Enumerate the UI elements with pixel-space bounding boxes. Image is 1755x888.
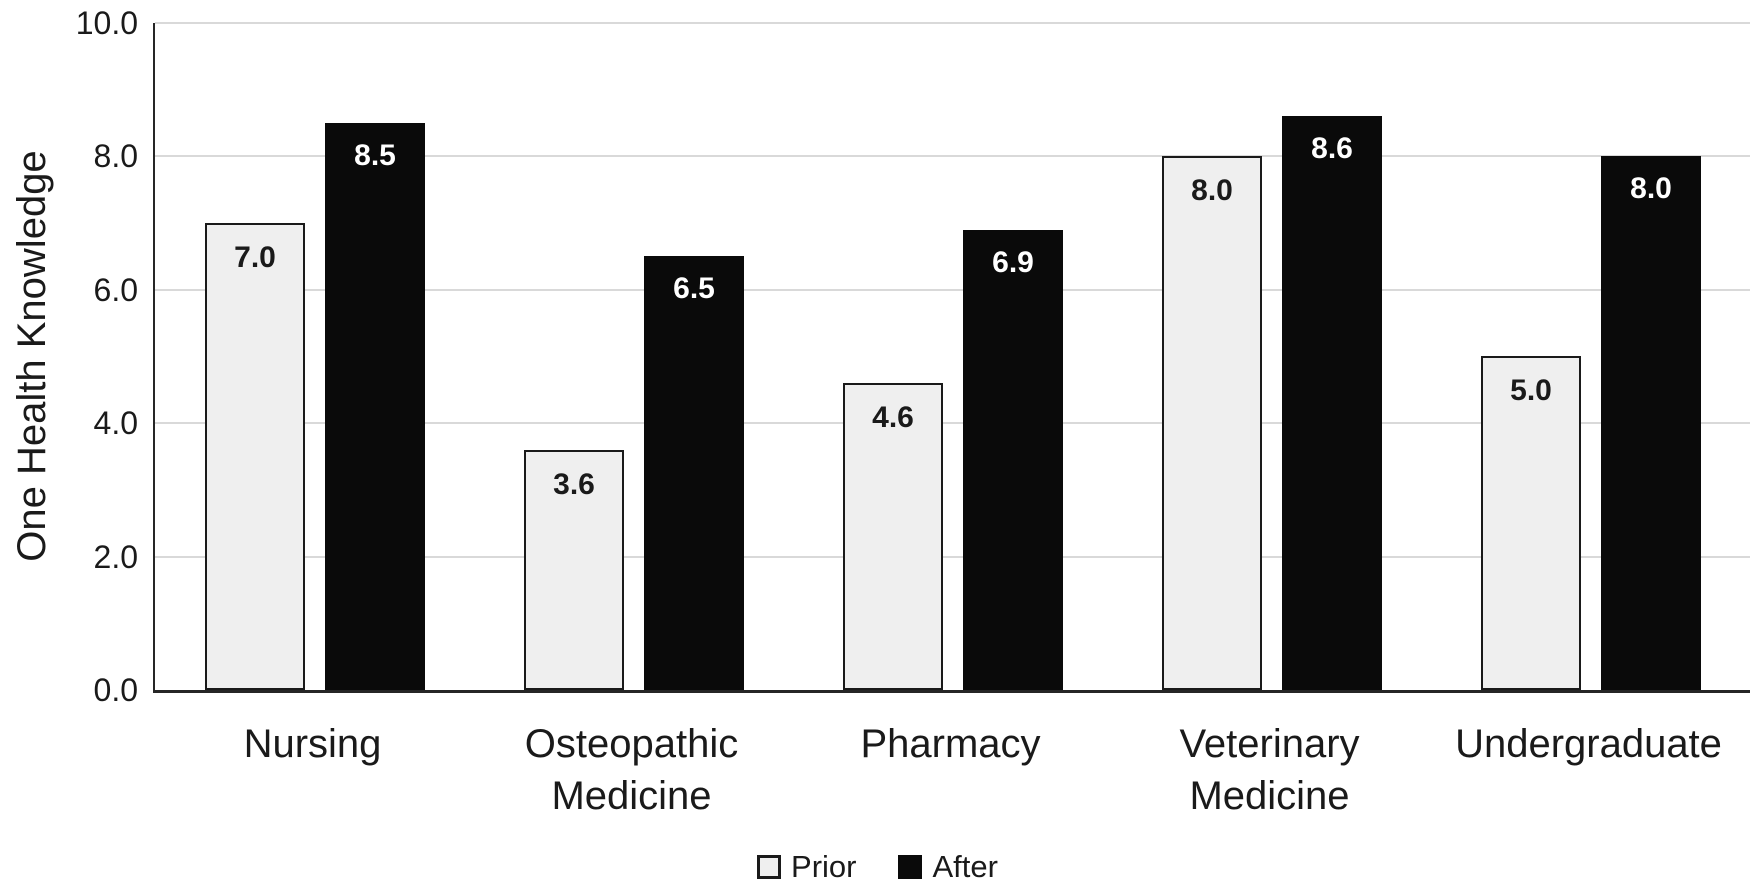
gridline-y-2.0 <box>155 555 1750 558</box>
bar-value-label: 6.5 <box>673 272 715 305</box>
bar-prior-nursing: 7.0 <box>205 223 305 690</box>
legend-item-prior: Prior <box>757 849 856 885</box>
legend-prior-swatch <box>757 854 782 879</box>
x-category-label-veterinary-medicine: Veterinary Medicine <box>1179 722 1360 818</box>
bar-value-label: 8.0 <box>1191 174 1233 207</box>
plot-area: 7.0 8.5 3.6 6.5 4.6 6.9 8.0 8.6 5.0 8.0 <box>153 22 1750 693</box>
bar-value-label: 7.0 <box>234 241 276 274</box>
y-axis-title: One Health Knowledge <box>10 150 54 562</box>
bar-value-label: 3.6 <box>553 468 595 501</box>
bar-value-label: 4.6 <box>872 401 914 434</box>
gridline-y-4.0 <box>155 422 1750 425</box>
bar-after-nursing: 8.5 <box>325 123 425 690</box>
x-category-label-undergraduate: Undergraduate <box>1455 722 1722 766</box>
y-tick-label: 6.0 <box>93 271 138 308</box>
bar-value-label: 6.9 <box>992 246 1034 279</box>
bar-after-veterinary-medicine: 8.6 <box>1282 116 1382 690</box>
legend-after-swatch <box>898 854 923 879</box>
y-tick-label: 10.0 <box>75 5 138 41</box>
x-category-label-pharmacy: Pharmacy <box>860 722 1041 766</box>
gridline-y-10.0 <box>155 22 1750 24</box>
bar-value-label: 8.6 <box>1311 132 1353 165</box>
y-tick-label: 8.0 <box>93 138 138 175</box>
gridline-y-8.0 <box>155 155 1750 158</box>
bar-value-label: 8.5 <box>354 139 396 172</box>
legend-item-after: After <box>898 848 998 885</box>
bar-after-osteopathic-medicine: 6.5 <box>644 256 744 690</box>
bar-after-undergraduate: 8.0 <box>1601 156 1701 690</box>
legend-label: After <box>932 848 998 884</box>
x-category-label-nursing: Nursing <box>243 722 382 766</box>
y-tick-label: 0.0 <box>93 672 138 708</box>
legend-label: Prior <box>791 848 857 884</box>
bar-value-label: 8.0 <box>1630 172 1672 205</box>
gridline-y-6.0 <box>155 288 1750 291</box>
bar-prior-veterinary-medicine: 8.0 <box>1162 156 1262 690</box>
legend: Prior After <box>0 845 1755 888</box>
bar-value-label: 5.0 <box>1510 374 1552 407</box>
bar-after-pharmacy: 6.9 <box>963 230 1063 690</box>
bar-prior-pharmacy: 4.6 <box>843 383 943 690</box>
bar-prior-undergraduate: 5.0 <box>1481 356 1581 690</box>
x-category-label-osteopathic-medicine: Osteopathic Medicine <box>524 722 739 818</box>
bar-prior-osteopathic-medicine: 3.6 <box>524 450 624 690</box>
y-tick-label: 4.0 <box>93 405 138 442</box>
y-tick-label: 2.0 <box>93 538 138 575</box>
